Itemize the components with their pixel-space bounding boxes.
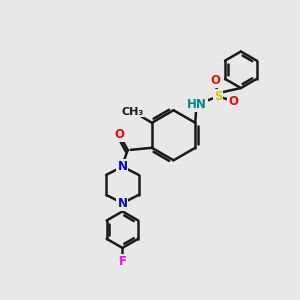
Text: CH₃: CH₃ xyxy=(122,106,144,117)
Text: S: S xyxy=(214,90,222,103)
Text: HN: HN xyxy=(187,98,207,111)
Text: N: N xyxy=(117,160,128,173)
Text: O: O xyxy=(228,95,238,108)
Text: N: N xyxy=(117,196,128,210)
Text: F: F xyxy=(118,255,126,268)
Text: O: O xyxy=(210,74,220,88)
Text: O: O xyxy=(115,128,124,141)
